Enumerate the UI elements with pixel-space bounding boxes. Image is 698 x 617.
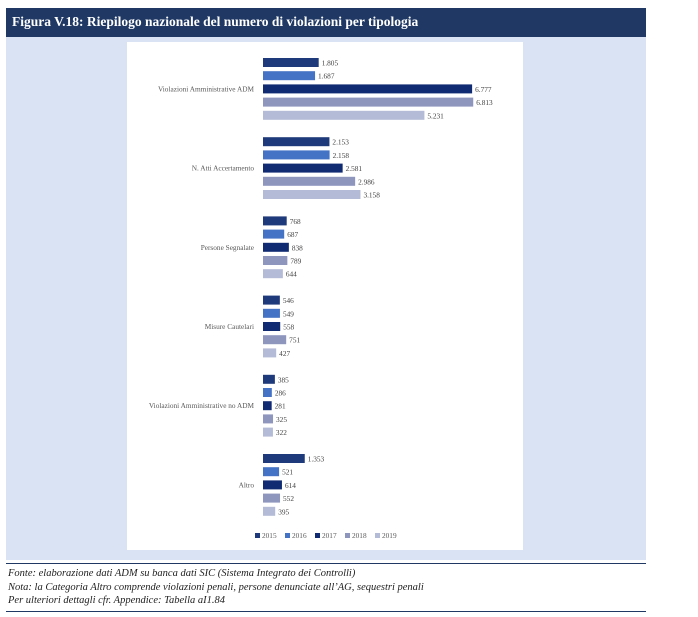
bar-2017 [263, 84, 473, 94]
legend-swatch-2015 [255, 533, 260, 538]
bar-2016 [263, 308, 280, 318]
bar-2016 [263, 467, 280, 477]
bar-2018 [263, 176, 356, 186]
value-label: 5.231 [427, 111, 444, 120]
bar-2016 [263, 71, 316, 81]
value-label: 549 [283, 309, 294, 318]
bar-2016 [263, 388, 272, 397]
bar-2017 [263, 401, 272, 411]
category-note: Nota: la Categoria Altro comprende viola… [8, 581, 424, 593]
legend-label: 2017 [322, 531, 337, 540]
category-label: Misure Cautelari [205, 322, 254, 331]
bar-2015 [263, 295, 280, 305]
value-label: 687 [287, 230, 298, 239]
value-label: 558 [283, 323, 294, 332]
bar-2017 [263, 480, 282, 490]
value-label: 427 [279, 349, 290, 358]
value-label: 789 [290, 257, 301, 266]
value-label: 768 [290, 217, 301, 226]
legend-swatch-2016 [285, 533, 290, 538]
legend-label: 2019 [382, 531, 397, 540]
legend-label: 2015 [262, 531, 277, 540]
value-label: 751 [289, 336, 300, 345]
value-label: 644 [286, 270, 297, 279]
bar-2018 [263, 335, 287, 345]
bar-2019 [263, 190, 361, 199]
bar-2016 [263, 229, 285, 239]
category-label: N. Atti Accertamento [192, 164, 255, 173]
value-label: 281 [275, 402, 286, 411]
legend-swatch-2017 [315, 533, 320, 538]
value-label: 395 [278, 507, 289, 516]
bar-2017 [263, 242, 289, 252]
value-label: 325 [276, 415, 287, 424]
legend-swatch-2019 [375, 533, 380, 538]
bar-2019 [263, 348, 277, 358]
value-label: 546 [283, 296, 294, 305]
value-label: 2.153 [332, 138, 349, 147]
value-label: 385 [278, 375, 289, 384]
details-note: Per ulteriori dettagli cfr. Appendice: T… [8, 595, 225, 606]
category-label: Altro [239, 480, 255, 489]
bar-chart: Violazioni Amministrative ADM 1.805 1.687 6… [149, 58, 493, 540]
bar-2018 [263, 493, 281, 503]
bar-2016 [263, 150, 330, 160]
bar-2015 [263, 137, 330, 147]
legend-label: 2018 [352, 531, 367, 540]
notes-bottom-rule [6, 611, 646, 612]
value-label: 552 [283, 494, 294, 503]
value-label: 6.813 [476, 98, 493, 107]
figure-title-bar: Figura V.18: Riepilogo nazionale del num… [6, 8, 646, 37]
bar-2017 [263, 163, 343, 173]
bar-2018 [263, 97, 474, 107]
value-label: 6.777 [475, 85, 492, 94]
bar-2018 [263, 256, 288, 265]
value-label: 3.158 [363, 191, 380, 200]
value-label: 322 [276, 428, 287, 437]
category-label: Persone Segnalate [201, 243, 254, 252]
value-label: 1.687 [318, 72, 335, 81]
bar-2019 [263, 506, 276, 516]
value-label: 2.158 [333, 151, 350, 160]
value-label: 2.581 [346, 164, 363, 173]
bar-2015 [263, 216, 287, 226]
bar-2018 [263, 414, 274, 424]
notes-top-rule [6, 563, 646, 564]
value-label: 838 [292, 243, 303, 252]
value-label: 1.353 [308, 455, 325, 464]
bar-2019 [263, 269, 283, 279]
bar-2015 [263, 374, 275, 384]
bar-2015 [263, 454, 305, 463]
figure-notes: Fonte: elaborazione dati ADM su banca da… [8, 567, 648, 608]
value-label: 1.805 [322, 59, 339, 68]
value-label: 2.986 [358, 177, 375, 186]
value-label: 286 [275, 389, 286, 398]
bar-2015 [263, 58, 319, 67]
figure-title: Figura V.18: Riepilogo nazionale del num… [12, 14, 419, 29]
value-label: 521 [282, 468, 293, 477]
value-label: 614 [285, 481, 296, 490]
legend-swatch-2018 [345, 533, 350, 538]
category-label: Violazioni Amministrative no ADM [149, 401, 255, 410]
bar-2019 [263, 110, 425, 120]
bar-2019 [263, 427, 273, 437]
chart-area: Violazioni Amministrative ADM 1.805 1.687 6… [127, 42, 523, 550]
category-label: Violazioni Amministrative ADM [158, 84, 255, 93]
bar-2017 [263, 322, 281, 331]
source-note: Fonte: elaborazione dati ADM su banca da… [8, 568, 356, 579]
legend-label: 2016 [292, 531, 307, 540]
